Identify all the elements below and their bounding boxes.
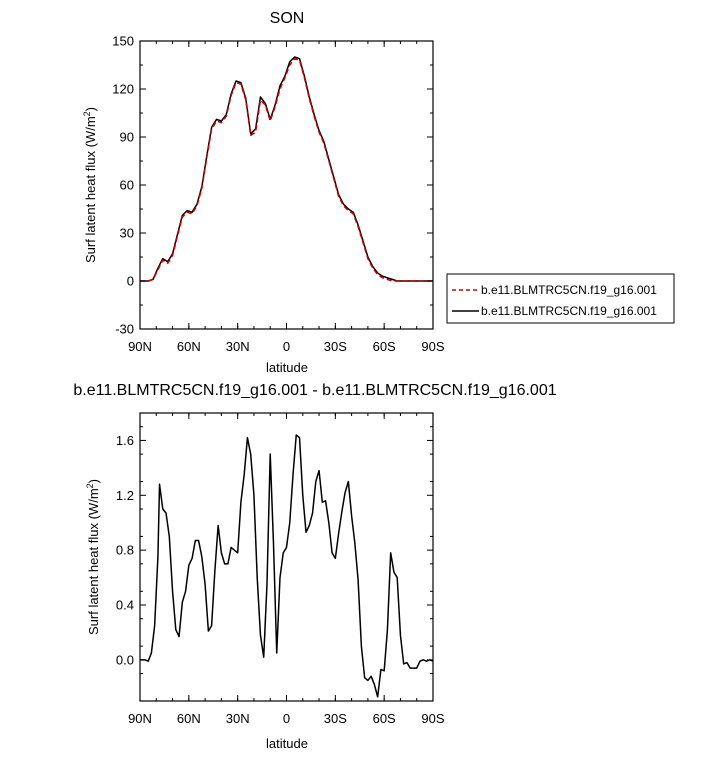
top-x-tick-label: 30S <box>324 339 347 354</box>
top-chart-ticks: 90N 60N 30N 0 30S 60S 90S -30 0 30 60 90 120 150 <box>112 34 445 355</box>
bottom-chart-ticks: 90N 60N 30N 0 30S 60S 90S 0.0 0.4 0.8 1.2 1.6 <box>116 413 445 726</box>
top-x-tick-label: 30N <box>226 339 250 354</box>
bottom-x-tick-label: 60N <box>177 711 201 726</box>
bottom-x-tick-label: 60S <box>373 711 396 726</box>
bottom-x-tick-label: 90N <box>128 711 152 726</box>
top-x-tick-label: 90S <box>421 339 444 354</box>
bottom-x-tick-label: 0 <box>283 711 290 726</box>
legend-label-series-1: b.e11.BLMTRC5CN.f19_g16.001 <box>481 283 657 297</box>
bottom-plot-frame <box>139 412 434 702</box>
bottom-chart-title: b.e11.BLMTRC5CN.f19_g16.001 - b.e11.BLMT… <box>73 382 556 399</box>
top-y-tick-label: 0 <box>127 274 134 289</box>
top-x-tick-label: 60N <box>177 339 201 354</box>
top-x-tick-label: 60S <box>373 339 396 354</box>
bottom-y-axis-label: Surf latent heat flux (W/m2) <box>85 479 101 635</box>
bottom-series-line-1 <box>140 434 434 698</box>
top-chart-title: SON <box>270 10 305 27</box>
top-chart-lines <box>140 56 433 282</box>
legend-label-series-2: b.e11.BLMTRC5CN.f19_g16.001 <box>481 304 657 318</box>
bottom-y-tick-label: 1.2 <box>116 488 134 503</box>
top-y-tick-label: 150 <box>112 34 134 49</box>
top-y-axis-label: Surf latent heat flux (W/m2) <box>82 107 98 263</box>
bottom-y-tick-label: 0.0 <box>116 652 134 667</box>
bottom-x-tick-label: 90S <box>421 711 444 726</box>
top-y-tick-label: 30 <box>120 226 134 241</box>
bottom-chart-lines <box>140 434 434 698</box>
bottom-chart: b.e11.BLMTRC5CN.f19_g16.001 - b.e11.BLMT… <box>73 382 556 751</box>
bottom-y-tick-label: 1.6 <box>116 433 134 448</box>
bottom-y-tick-label: 0.4 <box>116 598 134 613</box>
top-y-tick-label: 90 <box>120 130 134 145</box>
top-x-tick-label: 90N <box>128 339 152 354</box>
top-series-line-2 <box>140 56 433 282</box>
top-x-tick-label: 0 <box>283 339 290 354</box>
top-series-line-1 <box>140 57 433 282</box>
top-chart: SON 90N 60N 30N 0 30S 60S 90S-300306090120150 … <box>82 10 445 375</box>
top-y-tick-label: 60 <box>120 178 134 193</box>
bottom-y-tick-label: 0.8 <box>116 543 134 558</box>
bottom-x-tick-label: 30N <box>226 711 250 726</box>
legend-box <box>446 273 675 324</box>
bottom-x-axis-label: latitude <box>266 736 308 751</box>
legend: b.e11.BLMTRC5CN.f19_g16.001 b.e11.BLMTRC… <box>446 273 675 324</box>
bottom-x-tick-label: 30S <box>324 711 347 726</box>
top-x-axis-label: latitude <box>266 360 308 375</box>
top-y-tick-label: 120 <box>112 82 134 97</box>
top-y-tick-label: -30 <box>115 322 134 337</box>
top-plot-frame <box>139 40 434 330</box>
